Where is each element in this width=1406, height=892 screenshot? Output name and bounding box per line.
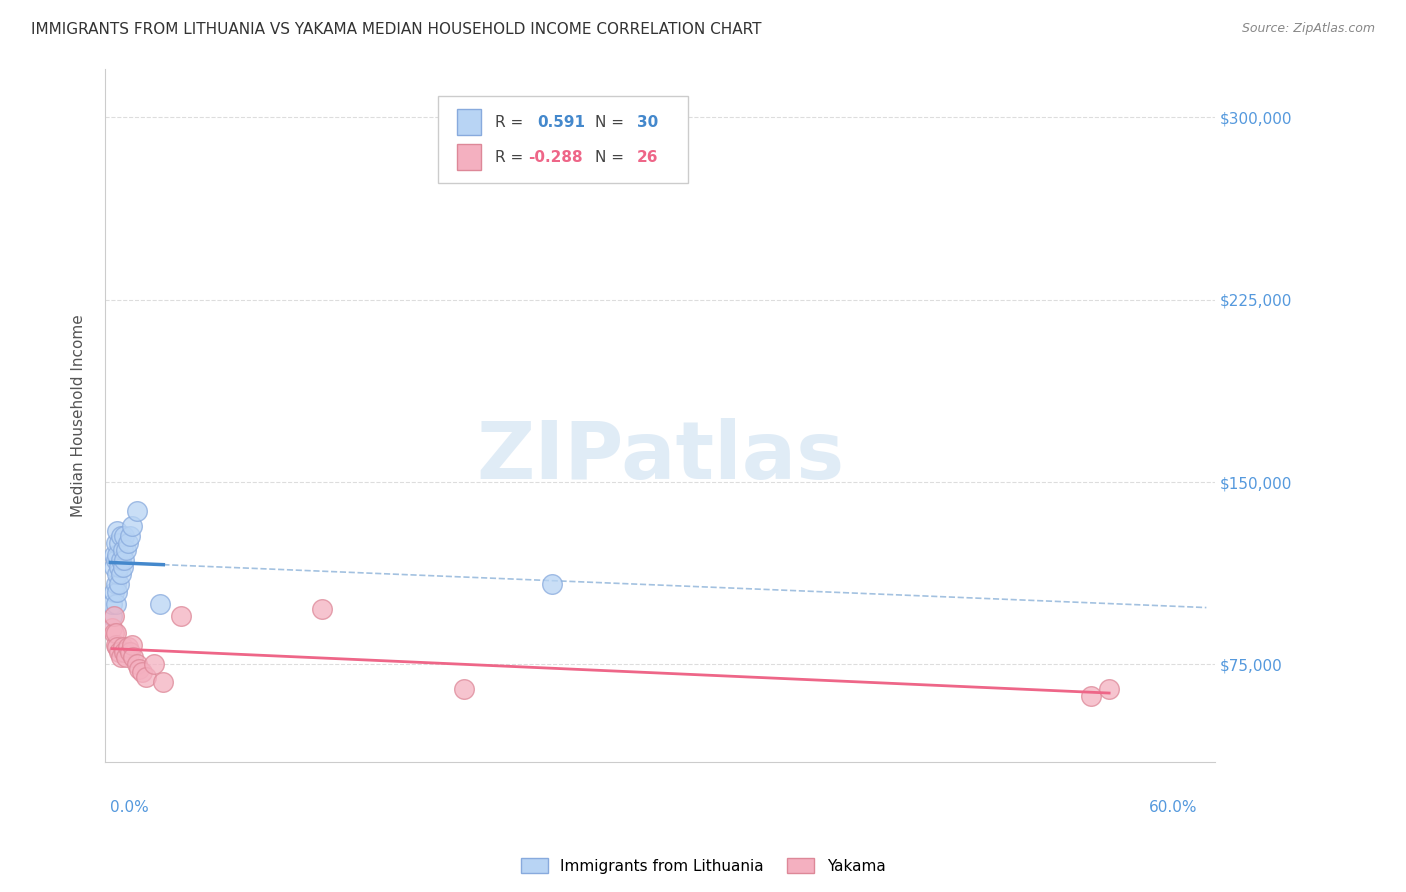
Point [105,640,128,655]
Point [101,597,124,611]
Text: Source: ZipAtlas.com: Source: ZipAtlas.com [1241,22,1375,36]
Point [453,681,475,696]
Point [103,584,125,599]
Point [311,601,333,615]
Text: -0.288: -0.288 [529,150,582,165]
FancyBboxPatch shape [439,96,688,183]
Point [170,608,193,623]
Text: 60.0%: 60.0% [1149,800,1198,815]
Point [111,543,134,558]
Point [115,543,138,558]
Point [135,670,157,684]
Legend: Immigrants from Lithuania, Yakama: Immigrants from Lithuania, Yakama [515,852,891,880]
Point [101,608,124,623]
Point [125,657,148,672]
Point [101,621,124,635]
Point [111,640,134,655]
Text: 0.0%: 0.0% [110,800,149,815]
Point [104,577,127,591]
Point [104,597,127,611]
Point [108,560,131,574]
Point [110,528,132,542]
Point [114,645,136,659]
Point [104,553,127,567]
Text: IMMIGRANTS FROM LITHUANIA VS YAKAMA MEDIAN HOUSEHOLD INCOME CORRELATION CHART: IMMIGRANTS FROM LITHUANIA VS YAKAMA MEDI… [31,22,762,37]
Text: ZIPatlas: ZIPatlas [477,417,844,496]
Point [105,567,128,582]
Point [105,524,128,538]
Point [110,553,132,567]
Point [114,528,136,542]
Point [1098,681,1121,696]
Point [111,560,134,574]
Point [103,560,125,574]
Point [110,650,132,665]
Text: 30: 30 [637,114,658,129]
Point [103,625,125,640]
Point [103,548,125,562]
Point [117,536,139,550]
Point [105,548,128,562]
Text: R =: R = [495,114,527,129]
Point [152,674,174,689]
Point [131,665,153,679]
Text: R =: R = [495,150,527,165]
Y-axis label: Median Household Income: Median Household Income [72,314,86,516]
Point [118,645,141,659]
Point [105,584,128,599]
Point [125,504,148,518]
Point [108,536,131,550]
Text: 26: 26 [637,150,658,165]
Point [149,597,172,611]
Point [122,650,145,665]
Point [108,645,131,659]
Point [104,638,127,652]
Point [121,638,143,652]
Point [1080,689,1102,703]
Point [110,567,132,582]
Point [115,650,138,665]
Point [121,518,143,533]
FancyBboxPatch shape [457,109,481,136]
Point [114,553,136,567]
Point [108,577,131,591]
Text: N =: N = [595,114,628,129]
Point [541,577,564,591]
Point [117,640,139,655]
Text: 0.591: 0.591 [537,114,585,129]
Point [128,662,150,676]
Point [143,657,166,672]
Point [104,536,127,550]
Text: N =: N = [595,150,628,165]
FancyBboxPatch shape [457,144,481,170]
Point [104,625,127,640]
Point [118,528,141,542]
Point [103,608,125,623]
